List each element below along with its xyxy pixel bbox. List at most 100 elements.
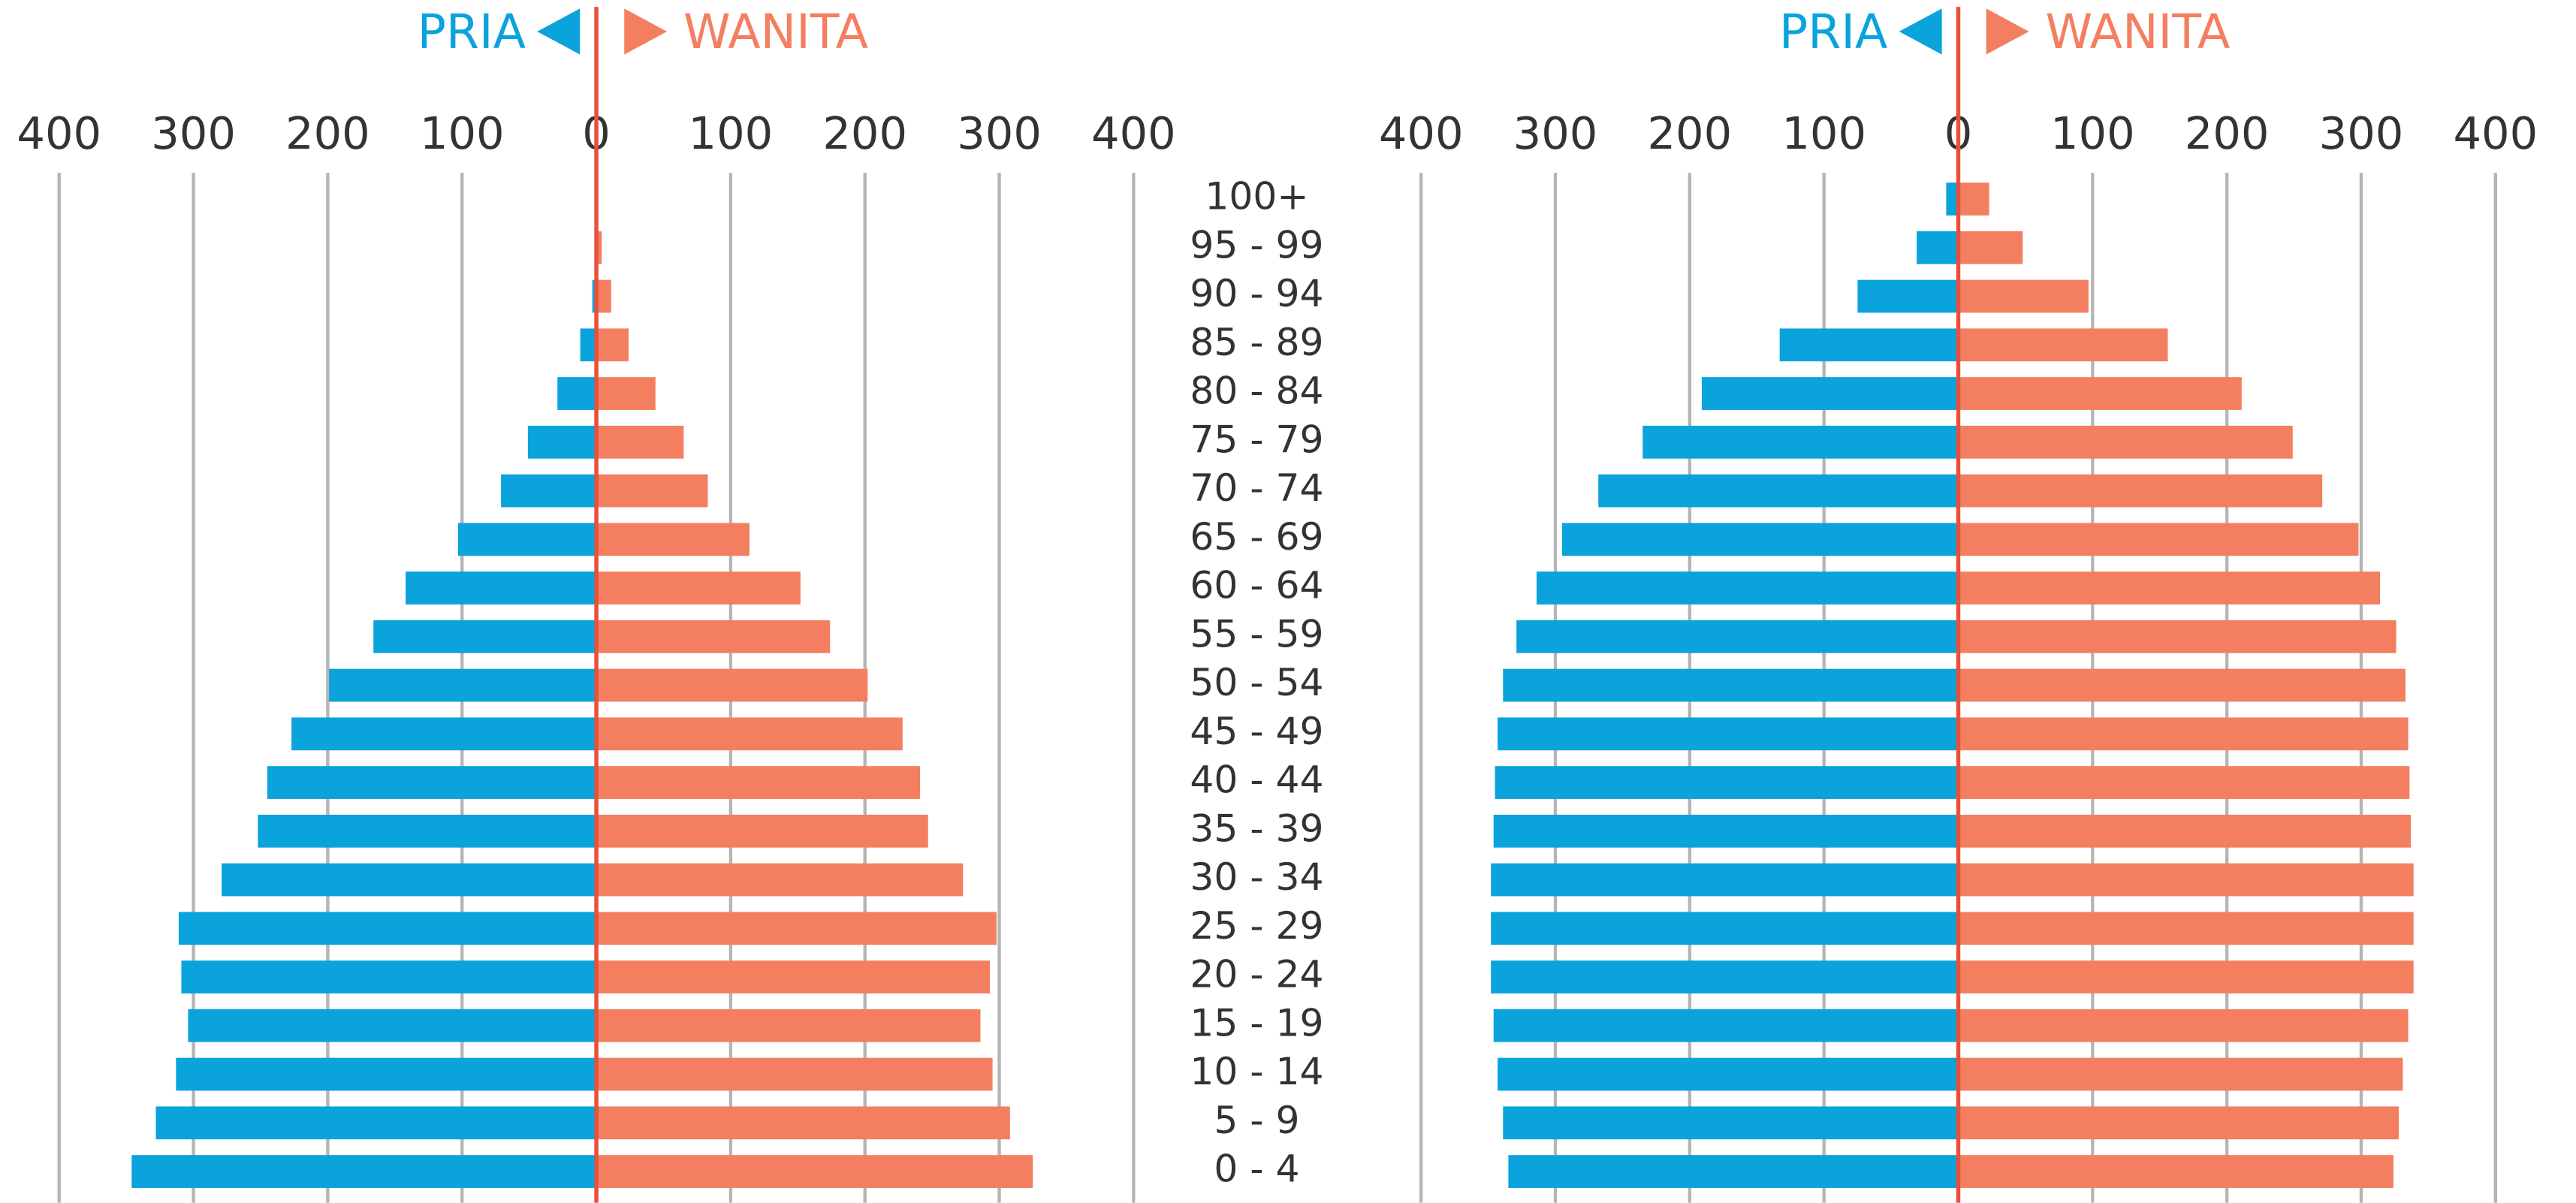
bar [329, 668, 597, 702]
bar [1917, 231, 1959, 264]
age-label: 50 - 54 [1190, 660, 1323, 704]
bar [596, 571, 801, 605]
age-label: 100+ [1205, 174, 1308, 219]
bar [1857, 279, 1959, 313]
age-label: 55 - 59 [1190, 611, 1323, 656]
x-tick-label: 200 [2185, 107, 2270, 159]
legend-label: PRIA [1779, 4, 1887, 59]
age-label: 70 - 74 [1190, 466, 1323, 510]
bar [1498, 717, 1959, 751]
age-label: 75 - 79 [1190, 417, 1323, 461]
bar [1958, 377, 2242, 410]
bar [580, 328, 597, 362]
bar [596, 1106, 1010, 1140]
x-tick-label: 100 [1781, 107, 1866, 159]
x-tick-label: 400 [1091, 107, 1176, 159]
age-label: 10 - 14 [1190, 1049, 1323, 1093]
bar [267, 766, 597, 799]
x-tick-label: 300 [957, 107, 1042, 159]
bar [258, 814, 597, 848]
bar [373, 620, 597, 653]
bar [1958, 863, 2414, 897]
bar [596, 1009, 981, 1042]
bar [1598, 474, 1959, 508]
age-label: 65 - 69 [1190, 514, 1323, 559]
bar [1958, 279, 2089, 313]
age-label: 0 - 4 [1214, 1147, 1299, 1191]
age-label: 40 - 44 [1190, 758, 1323, 802]
bar [1536, 571, 1959, 605]
bar [1493, 814, 1959, 848]
bar [557, 377, 597, 410]
bar [1958, 328, 2168, 362]
age-label: 35 - 39 [1190, 806, 1323, 850]
bar [527, 425, 597, 459]
bar [596, 231, 602, 264]
bar [596, 474, 708, 508]
bar [1493, 1009, 1959, 1042]
legend-label: WANITA [2045, 4, 2230, 59]
bar [406, 571, 597, 605]
age-label: 95 - 99 [1190, 222, 1323, 267]
bar [1491, 960, 1959, 993]
bar [1503, 1106, 1959, 1140]
bar [1958, 766, 2410, 799]
bar [1642, 425, 1959, 459]
bar [1958, 1155, 2394, 1188]
x-tick-label: 300 [2319, 107, 2404, 159]
legend-label: PRIA [418, 4, 526, 59]
bar [1958, 717, 2409, 751]
bar [1516, 620, 1959, 653]
x-tick-label: 200 [822, 107, 907, 159]
bar [1958, 620, 2397, 653]
bar [596, 960, 991, 993]
legend-marker [1899, 8, 1942, 55]
bar [1491, 912, 1959, 945]
bar [596, 912, 997, 945]
age-label: 85 - 89 [1190, 320, 1323, 364]
bar [1958, 425, 2293, 459]
bar [1508, 1155, 1959, 1188]
bar [596, 1057, 993, 1091]
bar [596, 863, 964, 897]
legend-marker [537, 8, 581, 55]
x-tick-label: 400 [1379, 107, 1464, 159]
bar [596, 279, 611, 313]
bar [596, 328, 629, 362]
bar [596, 668, 868, 702]
bar [1779, 328, 1959, 362]
legend-marker [1986, 8, 2029, 55]
age-label: 20 - 24 [1190, 952, 1323, 996]
bar [1958, 668, 2406, 702]
bar [1958, 1057, 2403, 1091]
bar [1958, 474, 2323, 508]
x-tick-label: 100 [689, 107, 774, 159]
bar [596, 717, 903, 751]
bar [596, 425, 684, 459]
x-tick-label: 200 [285, 107, 370, 159]
bar [155, 1106, 597, 1140]
legend-label: WANITA [683, 4, 868, 59]
bar [1958, 523, 2359, 556]
bar [1958, 814, 2412, 848]
age-label: 5 - 9 [1214, 1098, 1299, 1142]
bar [1701, 377, 1959, 410]
x-tick-label: 100 [420, 107, 505, 159]
bar [457, 523, 597, 556]
bar [501, 474, 597, 508]
bar [1958, 182, 1989, 216]
bar [1958, 231, 2023, 264]
bar [181, 960, 597, 993]
bar [188, 1009, 597, 1042]
bar [222, 863, 597, 897]
bar [596, 377, 656, 410]
bar [131, 1155, 597, 1188]
bar [1503, 668, 1959, 702]
x-tick-label: 300 [1513, 107, 1598, 159]
bar [1958, 1106, 2400, 1140]
age-label: 15 - 19 [1190, 1000, 1323, 1045]
age-label: 80 - 84 [1190, 369, 1323, 413]
bar [1498, 1057, 1959, 1091]
bar [596, 766, 921, 799]
